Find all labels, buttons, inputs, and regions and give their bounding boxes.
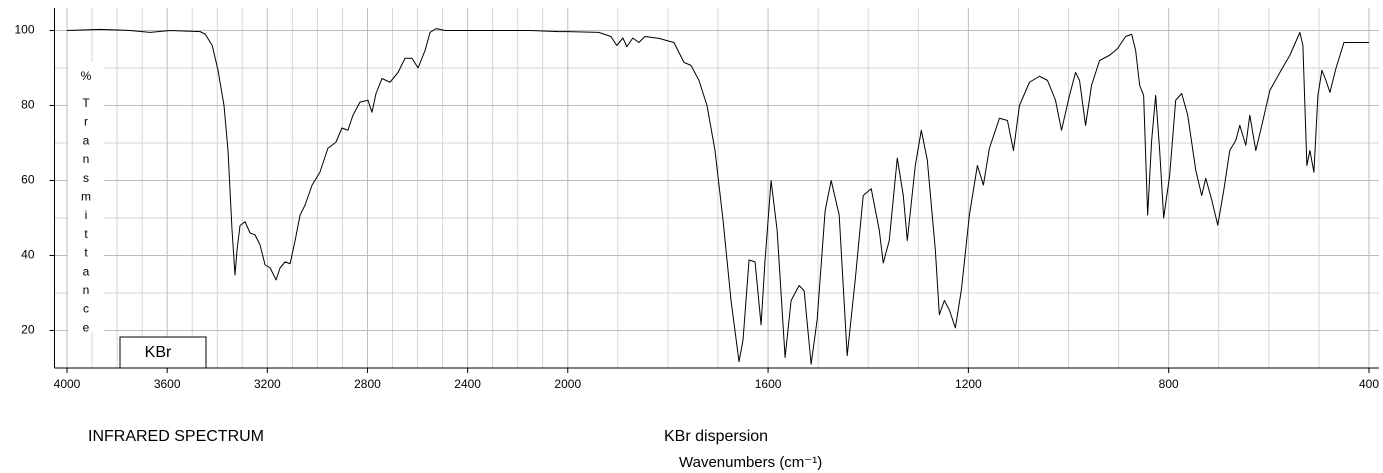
x-tick-label: 2000 [554, 377, 581, 391]
chart-subtitle: KBr dispersion [664, 428, 768, 445]
y-axis-label: Transmittance [79, 96, 93, 340]
x-tick-label: 400 [1359, 377, 1379, 391]
chart-title: INFRARED SPECTRUM [88, 428, 264, 445]
x-tick-label: 1600 [755, 377, 782, 391]
y-tick-label: 80 [21, 98, 35, 112]
x-tick-label: 800 [1159, 377, 1179, 391]
spectrum-line [67, 28, 1369, 365]
y-tick-label: 100 [14, 23, 34, 37]
x-tick-label: 2400 [454, 377, 481, 391]
x-axis-label: Wavenumbers (cm⁻¹) [679, 454, 822, 471]
x-tick-label: 2800 [354, 377, 381, 391]
x-tick-label: 4000 [54, 377, 81, 391]
x-tick-label: 1200 [955, 377, 982, 391]
y-tick-label: 20 [21, 323, 35, 337]
annotation-box [119, 336, 207, 369]
x-tick-label: 3600 [154, 377, 181, 391]
y-tick-label: 60 [21, 173, 35, 187]
y-tick-label: 40 [21, 248, 35, 262]
annotation: KBr [145, 344, 172, 361]
x-tick-label: 3200 [254, 377, 281, 391]
y-axis-label-box: % Transmittance [68, 62, 104, 339]
y-axis-unit: % [80, 69, 92, 83]
